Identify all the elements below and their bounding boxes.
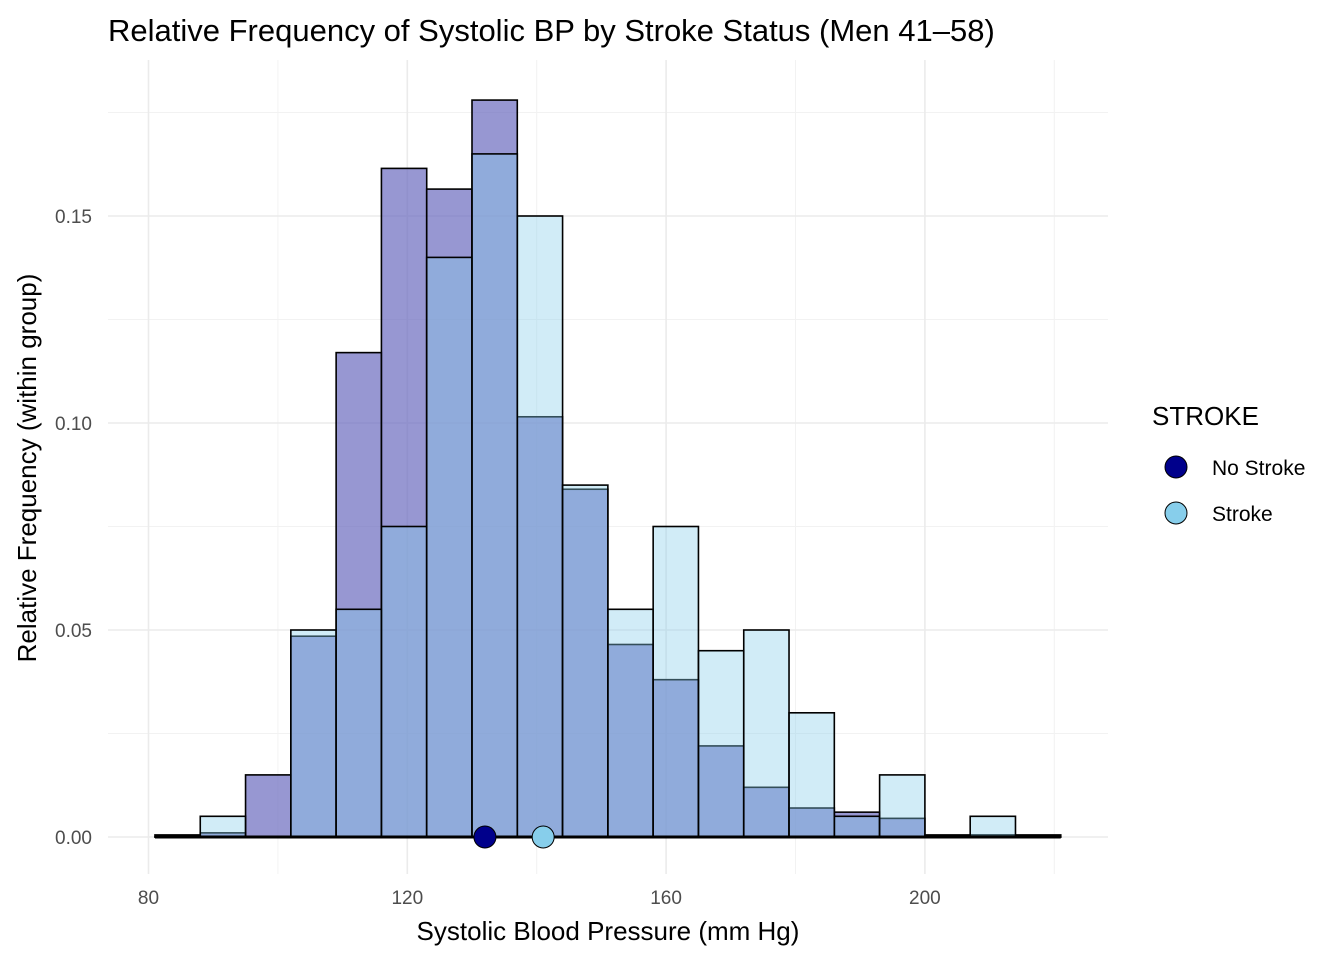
no-stroke-bar	[425, 188, 473, 838]
stroke-bar	[290, 629, 337, 838]
stroke-bar	[335, 608, 383, 838]
y-axis-title: Relative Frequency (within group)	[12, 274, 42, 663]
stroke-bar	[788, 711, 836, 838]
stroke-bar	[199, 815, 247, 838]
legend-label-stroke: Stroke	[1212, 503, 1273, 526]
x-tick-label: 80	[138, 888, 159, 909]
no-stroke-bar	[244, 774, 292, 838]
x-tick-label: 200	[909, 888, 941, 909]
legend-key-no-stroke	[1164, 455, 1188, 479]
stroke-bar	[471, 153, 519, 838]
x-axis-title: Systolic Blood Pressure (mm Hg)	[417, 916, 800, 946]
y-tick-labels: 0.00 0.05 0.10 0.15	[55, 207, 92, 849]
stroke-bar	[516, 215, 564, 838]
no-stroke-mean-marker	[473, 825, 497, 849]
stroke-bar	[380, 525, 428, 838]
stroke-bar	[833, 815, 881, 838]
y-tick-label: 0.10	[55, 414, 92, 435]
legend: STROKE No Stroke Stroke	[1152, 401, 1305, 526]
stroke-bar	[697, 649, 745, 838]
y-tick-label: 0.00	[55, 828, 92, 849]
x-tick-label: 160	[650, 888, 682, 909]
no-stroke-bar	[516, 415, 564, 838]
y-tick-label: 0.15	[55, 207, 92, 228]
mean-markers	[473, 825, 555, 849]
stroke-bar	[425, 256, 473, 838]
stroke-bar	[742, 629, 790, 838]
stroke-mean-marker	[531, 825, 555, 849]
x-tick-label: 120	[391, 888, 423, 909]
stroke-bar	[607, 608, 654, 838]
stroke-bar	[652, 525, 700, 838]
no-stroke-bar	[742, 786, 790, 838]
stroke-bar	[969, 815, 1017, 838]
no-stroke-bar	[335, 351, 383, 838]
x-tick-labels: 80 120 160 200	[138, 888, 941, 909]
legend-label-no-stroke: No Stroke	[1212, 457, 1305, 480]
stroke-bar	[561, 484, 609, 838]
y-tick-label: 0.05	[55, 621, 92, 642]
legend-title: STROKE	[1152, 401, 1259, 431]
legend-key-stroke	[1164, 501, 1188, 525]
stroke-bar	[878, 774, 926, 838]
chart-title: Relative Frequency of Systolic BP by Str…	[108, 13, 995, 48]
